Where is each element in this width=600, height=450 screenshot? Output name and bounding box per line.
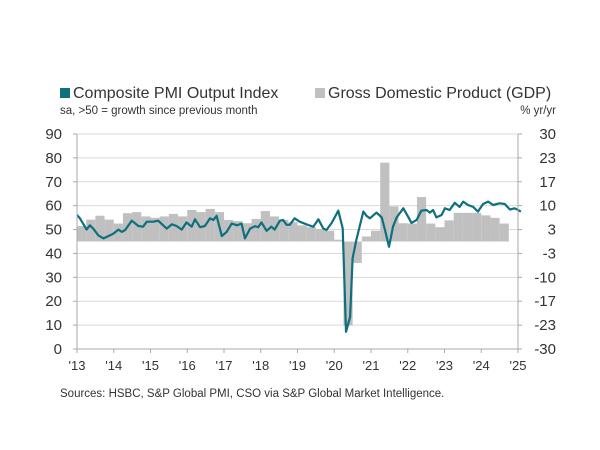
gdp-bar	[343, 241, 353, 326]
legend: Composite PMI Output Index Gross Domesti…	[60, 85, 551, 102]
right-tick-label: -30	[534, 341, 556, 358]
gdp-bar	[481, 215, 491, 242]
gdp-bar	[407, 223, 417, 242]
left-tick-label: 20	[45, 293, 62, 310]
x-tick-label: '23	[436, 358, 453, 373]
left-tick-label: 90	[45, 126, 62, 143]
right-axis-label: % yr/yr	[520, 105, 556, 117]
left-tick-label: 30	[45, 269, 62, 286]
gdp-bar	[352, 241, 362, 263]
gdp-bar	[435, 227, 445, 242]
gdp-bar	[453, 212, 463, 242]
x-tick-label: '20	[326, 358, 343, 373]
gdp-bar	[297, 225, 307, 242]
legend-label-gdp: Gross Domestic Product (GDP)	[328, 85, 551, 102]
gdp-bar	[462, 212, 473, 242]
source-note: Sources: HSBC, S&P Global PMI, CSO via S…	[60, 388, 444, 400]
gdp-bar	[113, 223, 123, 242]
gdp-bar	[205, 208, 215, 242]
x-tick-label: '16	[179, 358, 196, 373]
x-tick-label: '22	[399, 358, 416, 373]
x-tick-label: '18	[252, 358, 269, 373]
x-tick-label: '17	[216, 358, 233, 373]
gdp-bar	[426, 223, 436, 242]
gdp-bar	[499, 223, 509, 242]
left-tick-label: 40	[45, 245, 62, 262]
gdp-bar	[233, 221, 243, 242]
gdp-bar	[288, 222, 298, 242]
gdp-bar	[104, 219, 114, 242]
x-tick-label: '19	[289, 358, 306, 373]
gdp-bar	[398, 223, 408, 242]
legend-swatch-pmi	[60, 88, 70, 98]
gdp-bar	[361, 236, 371, 242]
right-tick-label: 10	[539, 198, 556, 215]
pmi-line	[76, 200, 522, 333]
pmi-line-group	[76, 200, 522, 333]
left-tick-label: 80	[45, 150, 62, 167]
gdp-bar	[380, 162, 390, 242]
gdp-bar	[132, 212, 142, 242]
left-tick-label: 10	[45, 317, 62, 334]
x-tick-label: '13	[69, 358, 86, 373]
gdp-bar	[371, 230, 381, 242]
gdp-bar	[150, 217, 160, 242]
gdp-bar	[315, 228, 326, 242]
left-tick-label: 60	[45, 198, 62, 215]
gdp-bar	[325, 230, 335, 242]
right-tick-label: 23	[539, 150, 556, 167]
gdp-bar	[95, 215, 105, 242]
right-tick-label: 30	[539, 126, 556, 143]
legend-swatch-gdp	[315, 88, 325, 98]
gdp-bar	[86, 219, 96, 242]
left-tick-label: 70	[45, 174, 62, 191]
gdp-bar	[279, 220, 289, 242]
gdp-bar	[472, 212, 482, 242]
right-tick-label: 17	[539, 174, 556, 191]
axes: 90 30 80 23 70 17 60 10 50 3 40 -3 30 -10 20 -17 10 -23 0 -…	[45, 126, 556, 373]
x-tick-label: '15	[142, 358, 159, 373]
gdp-bar	[416, 197, 427, 242]
right-tick-label: -17	[534, 293, 556, 310]
right-tick-label: -23	[534, 317, 556, 334]
right-tick-label: 3	[548, 222, 556, 239]
gdp-bar	[141, 216, 151, 242]
x-tick-label: '14	[105, 358, 122, 373]
gdp-bar	[168, 213, 179, 242]
gdp-bar	[306, 227, 316, 242]
gdp-bar	[260, 211, 270, 242]
gdp-bar	[251, 218, 261, 242]
x-tick-label: '21	[363, 358, 380, 373]
gdp-bar	[77, 226, 87, 242]
x-tick-label: '24	[473, 358, 490, 373]
gdp-bar	[334, 239, 344, 242]
x-tick-label: '25	[510, 358, 527, 373]
legend-label-pmi: Composite PMI Output Index	[73, 85, 278, 102]
right-tick-label: -10	[534, 269, 556, 286]
left-axis-label: sa, >50 = growth since previous month	[60, 105, 258, 117]
right-tick-label: -3	[543, 245, 556, 262]
left-tick-label: 50	[45, 222, 62, 239]
left-tick-label: 0	[54, 341, 62, 358]
gdp-bar	[444, 220, 454, 242]
gdp-bar	[490, 217, 500, 242]
gdp-bar	[159, 216, 169, 242]
